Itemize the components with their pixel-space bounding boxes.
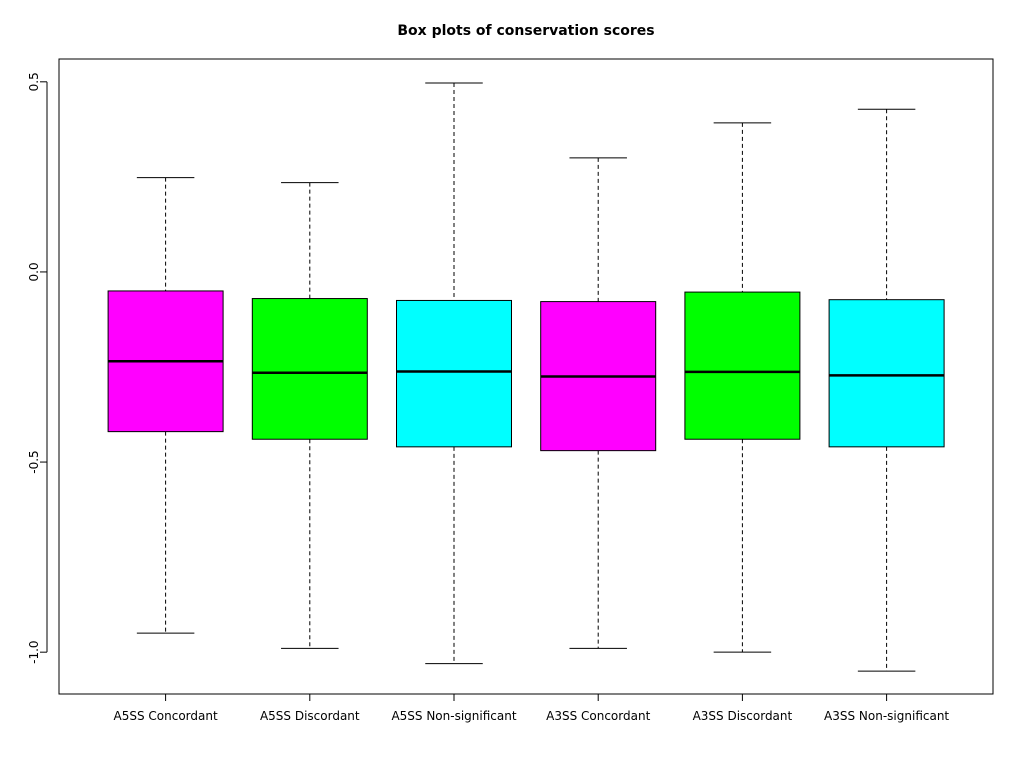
y-tick-label: 0.0: [27, 262, 41, 281]
box-3: [396, 82, 512, 665]
y-tick-label: -0.5: [27, 450, 41, 473]
x-tick-label: A5SS Concordant: [114, 709, 218, 723]
x-tick-label: A3SS Discordant: [693, 709, 793, 723]
x-tick-label: A5SS Non-significant: [391, 709, 516, 723]
box-iqr: [828, 299, 945, 448]
chart-title: Box plots of conservation scores: [397, 23, 654, 39]
box-2: [251, 182, 368, 649]
box-iqr: [251, 298, 368, 440]
x-axis: A5SS Concordant A5SS Discordant A5SS Non-s…: [114, 694, 949, 723]
box-6: [828, 108, 945, 672]
y-axis: 0.5 0.0 -0.5 -1.0: [27, 72, 48, 664]
box-iqr: [396, 299, 512, 448]
y-tick-label: 0.5: [27, 72, 41, 91]
x-tick-label: A3SS Non-significant: [824, 709, 949, 723]
x-tick-label: A5SS Discordant: [260, 709, 360, 723]
x-tick-label: A3SS Concordant: [546, 709, 650, 723]
box-1: [107, 177, 224, 634]
y-tick-label: -1.0: [27, 640, 41, 663]
boxes-layer: [107, 82, 945, 672]
box-5: [684, 122, 801, 653]
box-4: [540, 157, 657, 649]
box-iqr: [684, 291, 801, 440]
plot-frame: [58, 58, 994, 695]
